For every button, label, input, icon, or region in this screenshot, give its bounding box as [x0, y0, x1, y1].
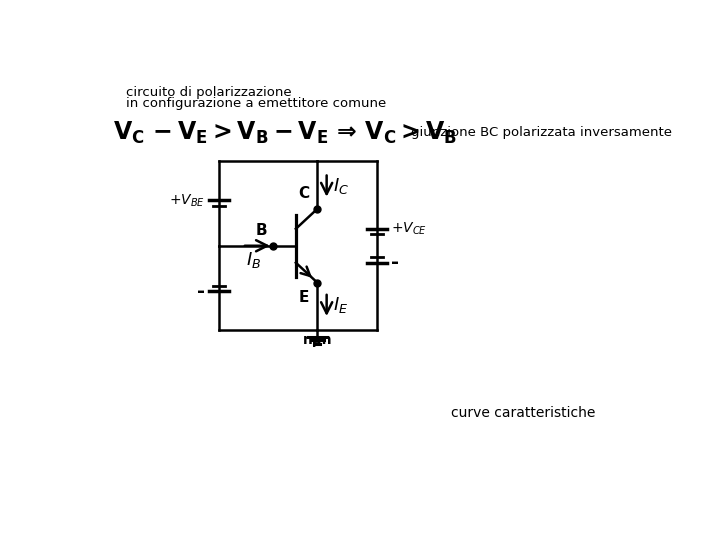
Text: circuito di polarizzazione: circuito di polarizzazione: [127, 86, 292, 99]
Text: E: E: [298, 291, 309, 306]
Text: curve caratteristiche: curve caratteristiche: [451, 406, 595, 420]
Text: $I_E$: $I_E$: [333, 295, 348, 315]
Text: npn: npn: [302, 333, 332, 347]
Text: $I_B$: $I_B$: [246, 249, 261, 269]
Text: $+ V_{BE}$: $+ V_{BE}$: [169, 192, 205, 208]
Text: giunzione BC polarizzata inversamente: giunzione BC polarizzata inversamente: [411, 126, 672, 139]
Text: B: B: [256, 223, 267, 238]
Text: -: -: [197, 282, 205, 301]
Text: in configurazione a emettitore comune: in configurazione a emettitore comune: [127, 97, 387, 110]
Text: $\mathbf{V_C}$$\mathbf{\,-V_E > V_B - V_E\,}$$\mathbf{\Rightarrow\,V_C > V_B}$: $\mathbf{V_C}$$\mathbf{\,-V_E > V_B - V_…: [113, 120, 457, 146]
Text: -: -: [390, 253, 399, 272]
Text: $+ V_{CE}$: $+ V_{CE}$: [390, 221, 426, 237]
Text: $I_C$: $I_C$: [333, 176, 349, 196]
Text: C: C: [298, 186, 309, 201]
